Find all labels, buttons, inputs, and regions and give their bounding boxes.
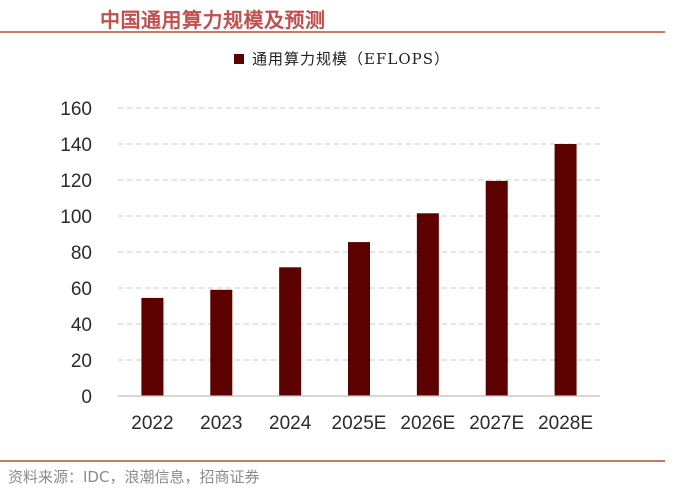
legend: 通用算力规模（EFLOPS） <box>234 48 450 69</box>
y-axis-ticks: 0 20 40 60 80 100 120 140 160 <box>60 99 92 408</box>
bar-2027E <box>485 180 508 396</box>
x-tick-label: 2027E <box>469 413 524 434</box>
y-tick-label: 20 <box>71 351 92 372</box>
footer-divider <box>0 460 665 462</box>
chart-title: 中国通用算力规模及预测 <box>100 8 326 32</box>
y-tick-label: 0 <box>81 387 92 408</box>
x-tick-label: 2022 <box>131 413 173 434</box>
y-tick-label: 100 <box>60 207 92 228</box>
bar-2026E <box>416 213 439 396</box>
legend-swatch <box>234 53 244 64</box>
bar-2028E <box>554 144 577 396</box>
x-tick-label: 2025E <box>332 413 387 434</box>
x-tick-label: 2028E <box>538 413 593 434</box>
bar-2025E <box>348 242 370 396</box>
y-tick-label: 160 <box>60 99 92 120</box>
x-tick-label: 2026E <box>400 413 455 434</box>
y-tick-label: 140 <box>60 135 92 156</box>
bars <box>141 144 577 396</box>
source-note: 资料来源：IDC，浪潮信息，招商证券 <box>8 468 260 486</box>
x-tick-label: 2024 <box>269 413 312 434</box>
bar-2023 <box>210 289 233 396</box>
y-tick-label: 120 <box>60 171 92 192</box>
y-tick-label: 60 <box>71 279 92 300</box>
bar-2022 <box>141 297 164 396</box>
x-axis-ticks: 2022 2023 2024 2025E 2026E 2027E 2028E <box>131 413 593 434</box>
x-tick-label: 2023 <box>200 413 242 434</box>
bar-2024 <box>279 267 302 396</box>
title-divider <box>0 31 665 33</box>
legend-label: 通用算力规模（EFLOPS） <box>252 50 450 68</box>
y-tick-label: 80 <box>71 243 92 264</box>
y-tick-label: 40 <box>71 315 92 336</box>
